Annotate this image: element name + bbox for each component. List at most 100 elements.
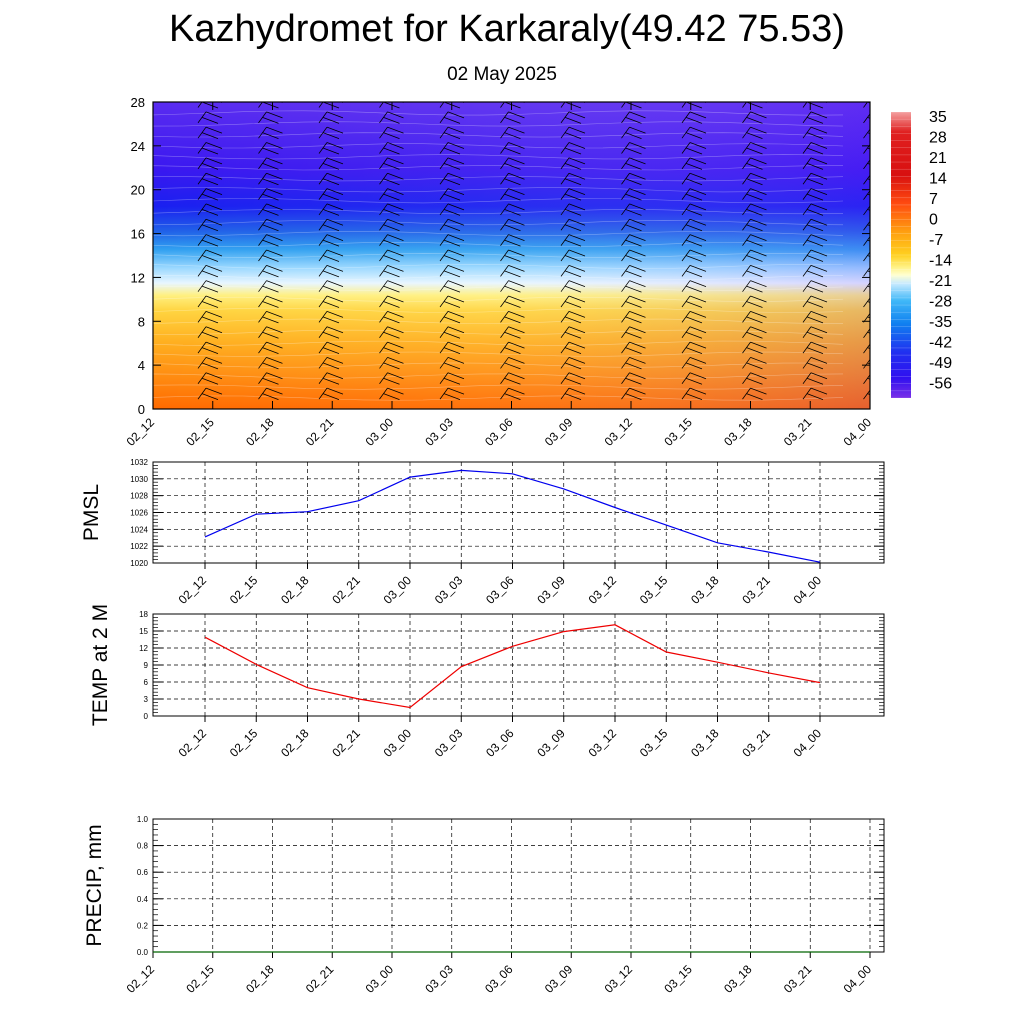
contour-line	[153, 285, 844, 291]
wind-barb	[258, 102, 283, 109]
wind-barb	[863, 282, 870, 292]
wind-barb	[197, 295, 223, 308]
wind-barb	[621, 372, 646, 385]
wind-barb	[197, 126, 223, 140]
wind-barb	[742, 326, 767, 339]
wind-barb	[802, 280, 828, 293]
contour-line	[153, 154, 844, 160]
wind-barb	[500, 341, 525, 354]
wind-barb	[681, 203, 707, 216]
x-tick-label: 03_15	[637, 726, 671, 760]
wind-barb	[560, 249, 586, 262]
wind-barb	[379, 326, 404, 339]
wind-barb	[500, 218, 525, 232]
wind-barb	[439, 341, 465, 354]
wind-barb	[500, 326, 525, 339]
wind-barb	[197, 280, 223, 293]
wind-barb	[439, 203, 465, 216]
contour-line	[153, 362, 844, 368]
wind-barb	[802, 295, 828, 308]
wind-barb	[258, 387, 283, 401]
contour-line	[153, 165, 843, 171]
wind-barb	[500, 203, 525, 216]
wind-barb	[802, 311, 828, 324]
wind-barb	[621, 203, 646, 216]
colorbar-label: -35	[929, 314, 952, 331]
wind-barb	[318, 102, 344, 109]
y-tick-label: 20	[131, 183, 145, 198]
x-tick-label: 04_00	[841, 962, 875, 996]
wind-barb	[318, 172, 344, 186]
x-tick-label: 02_12	[124, 415, 158, 449]
wind-barb	[863, 189, 870, 200]
wind-barb	[560, 326, 586, 339]
colorbar-label: -42	[929, 335, 952, 352]
wind-barb	[560, 102, 586, 109]
wind-barb	[258, 172, 283, 186]
y-tick-label: 1032	[130, 458, 148, 467]
wind-barb	[379, 249, 404, 262]
wind-barb	[258, 203, 283, 216]
x-tick-label: 02_15	[183, 415, 217, 449]
wind-barb	[318, 157, 344, 170]
wind-barb	[439, 234, 465, 247]
wind-barb	[197, 157, 223, 170]
wind-barb	[379, 311, 404, 324]
wind-barbs	[197, 102, 870, 401]
x-tick-label: 03_03	[422, 962, 456, 996]
x-tick-label: 03_06	[482, 415, 516, 449]
colorbar-label: -56	[929, 376, 952, 393]
wind-barb	[379, 341, 404, 354]
wind-barb	[500, 102, 525, 109]
contour-line	[153, 263, 844, 269]
wind-barb	[197, 387, 223, 401]
wind-barb	[621, 157, 646, 170]
wind-barb	[500, 280, 525, 293]
x-tick-label: 03_00	[363, 962, 397, 996]
wind-barb	[318, 111, 344, 124]
wind-barb	[379, 387, 404, 401]
x-tick-label: 03_21	[781, 415, 815, 449]
wind-barb	[863, 328, 870, 338]
y-axis-label: PRECIP, mm	[83, 824, 106, 946]
wind-barb	[500, 387, 525, 401]
wind-barb	[863, 312, 870, 323]
colorbar-label: -49	[929, 355, 952, 372]
colorbar-label: 28	[929, 130, 947, 147]
x-tick-label: 03_21	[781, 962, 815, 996]
wind-barb	[500, 264, 525, 278]
wind-barb	[318, 372, 344, 385]
x-tick-label: 02_15	[227, 726, 261, 760]
x-tick-label: 02_12	[176, 573, 210, 607]
wind-barb	[500, 249, 525, 262]
wind-barb	[500, 372, 525, 385]
x-tick-label: 03_18	[688, 726, 722, 760]
wind-barb	[258, 234, 283, 247]
contour-line	[153, 121, 844, 127]
wind-barb	[197, 142, 223, 155]
wind-barb	[197, 372, 223, 385]
x-tick-label: 03_09	[542, 962, 576, 996]
x-tick-label: 03_06	[483, 726, 517, 760]
wind-barb	[500, 311, 525, 324]
wind-barb	[742, 142, 767, 155]
y-tick-label: 4	[138, 358, 145, 373]
wind-barb	[802, 357, 828, 370]
wind-barb	[439, 372, 465, 385]
x-tick-label: 02_18	[243, 415, 277, 449]
wind-barb	[681, 311, 707, 324]
x-tick-label: 03_18	[721, 415, 755, 449]
wind-barb	[560, 218, 586, 232]
wind-barb	[379, 126, 404, 140]
wind-barb	[560, 264, 586, 278]
wind-barb	[258, 126, 283, 140]
wind-barb	[621, 102, 646, 109]
y-tick-label: 12	[139, 644, 148, 653]
x-tick-label: 03_06	[482, 962, 516, 996]
y-tick-label: 8	[138, 314, 145, 329]
wind-barb	[379, 218, 404, 232]
wind-barb	[439, 172, 465, 186]
wind-barb	[681, 249, 707, 262]
wind-barb	[621, 218, 646, 232]
